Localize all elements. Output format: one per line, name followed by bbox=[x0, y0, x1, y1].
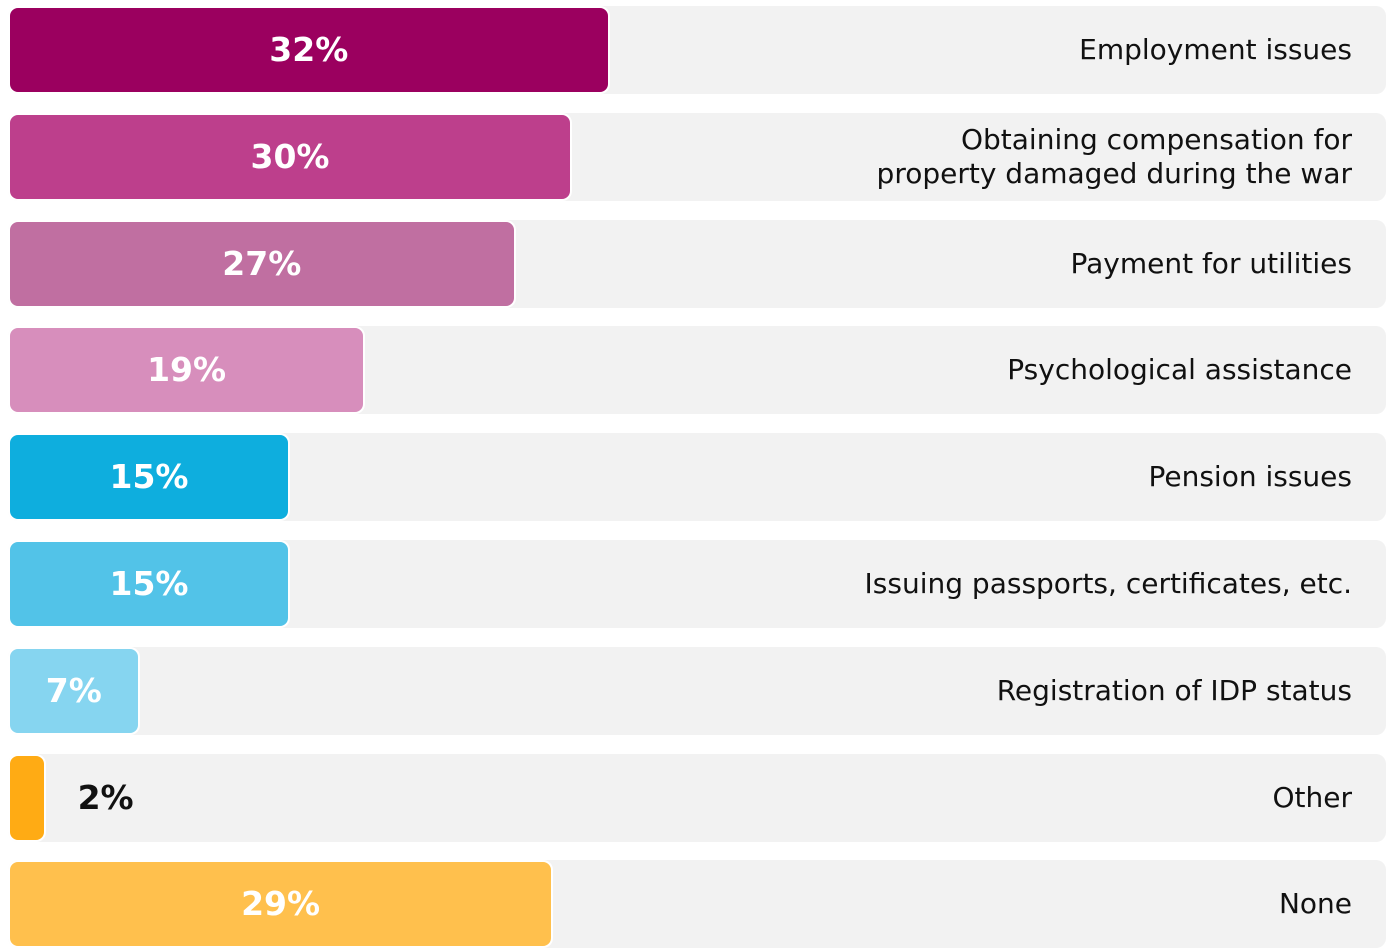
value-label: 7% bbox=[45, 670, 102, 710]
value-label: 32% bbox=[269, 30, 349, 69]
bar-row: 2% Other bbox=[8, 753, 1386, 842]
value-label: 27% bbox=[222, 243, 302, 283]
bar bbox=[8, 646, 140, 735]
bar bbox=[8, 433, 290, 522]
bar-row: 15% Issuing passports, certificates, etc. bbox=[8, 540, 1386, 628]
category-label: None bbox=[1278, 887, 1352, 921]
category-label: Employment issues bbox=[1079, 33, 1352, 66]
bar bbox=[8, 326, 366, 415]
value-label: 30% bbox=[250, 136, 330, 176]
category-label: Obtaining compensation for property dama… bbox=[876, 122, 1352, 190]
category-label: Psychological assistance bbox=[1007, 353, 1352, 387]
bar-row: 32% Employment issues bbox=[8, 6, 1386, 94]
bar bbox=[8, 860, 554, 948]
value-label: 19% bbox=[147, 350, 227, 390]
category-label: Registration of IDP status bbox=[996, 673, 1352, 707]
bar-row: 15% Pension issues bbox=[8, 433, 1386, 522]
bar bbox=[8, 6, 610, 94]
bar-row: 30% Obtaining compensation for property d… bbox=[8, 112, 1386, 201]
value-label: 15% bbox=[109, 457, 189, 497]
bar-row: 7% Registration of IDP status bbox=[8, 646, 1386, 735]
value-label: 2% bbox=[77, 777, 134, 817]
value-label: 29% bbox=[241, 884, 321, 924]
bar bbox=[8, 219, 516, 308]
category-label: Issuing passports, certificates, etc. bbox=[864, 567, 1352, 600]
bar bbox=[8, 112, 572, 201]
value-label: 15% bbox=[109, 564, 189, 603]
category-label: Pension issues bbox=[1148, 460, 1352, 494]
bar-row: 27% Payment for utilities bbox=[8, 219, 1386, 308]
category-label: Other bbox=[1272, 780, 1352, 814]
bar bbox=[8, 540, 290, 628]
category-label: Payment for utilities bbox=[1070, 246, 1352, 280]
bar bbox=[8, 753, 46, 842]
bar-row: 29% None bbox=[8, 860, 1386, 948]
bar-row: 19% Psychological assistance bbox=[8, 326, 1386, 415]
